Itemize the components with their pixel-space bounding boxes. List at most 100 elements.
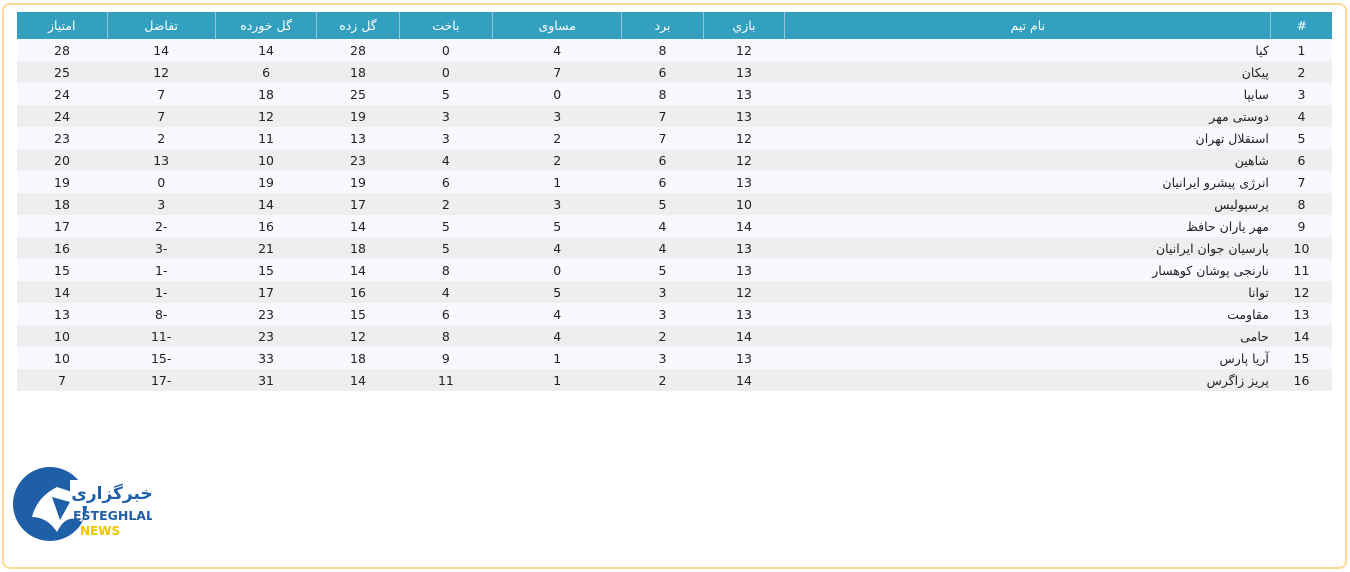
cell-points: 23 xyxy=(17,127,108,149)
cell-drawn: 3 xyxy=(492,105,622,127)
cell-rank: 2 xyxy=(1270,61,1332,83)
cell-lost: 4 xyxy=(399,149,493,171)
cell-rank: 7 xyxy=(1270,171,1332,193)
cell-goal-difference: 7 xyxy=(107,105,216,127)
cell-played: 13 xyxy=(703,347,785,369)
cell-rank: 15 xyxy=(1270,347,1332,369)
cell-goals-for: 13 xyxy=(316,127,400,149)
cell-goal-difference: 12 xyxy=(107,61,216,83)
cell-played: 12 xyxy=(703,39,785,61)
cell-points: 13 xyxy=(17,303,108,325)
cell-played: 14 xyxy=(703,215,785,237)
cell-goals-against: 17 xyxy=(215,281,317,303)
cell-goals-for: 15 xyxy=(316,303,400,325)
logo-persian-text: خبرگزاری xyxy=(71,483,152,504)
cell-goals-against: 15 xyxy=(215,259,317,281)
cell-won: 6 xyxy=(621,149,704,171)
cell-rank: 8 xyxy=(1270,193,1332,215)
header-drawn: مساوی xyxy=(492,12,622,39)
cell-goals-for: 12 xyxy=(316,325,400,347)
cell-goal-difference: 13 xyxy=(107,149,216,171)
cell-goals-against: 23 xyxy=(215,325,317,347)
cell-points: 15 xyxy=(17,259,108,281)
cell-goals-against: 10 xyxy=(215,149,317,171)
cell-points: 10 xyxy=(17,325,108,347)
cell-won: 4 xyxy=(621,215,704,237)
table-row: 6 شاهین 12 6 2 4 23 10 13 20 xyxy=(17,149,1332,171)
cell-drawn: 0 xyxy=(492,259,622,281)
cell-rank: 10 xyxy=(1270,237,1332,259)
cell-rank: 3 xyxy=(1270,83,1332,105)
table-row: 9 مهر یاران حافظ 14 4 5 5 14 16 -2 17 xyxy=(17,215,1332,237)
cell-team: پیکان xyxy=(784,61,1271,83)
cell-lost: 8 xyxy=(399,325,493,347)
cell-lost: 0 xyxy=(399,39,493,61)
cell-points: 19 xyxy=(17,171,108,193)
cell-drawn: 1 xyxy=(492,347,622,369)
cell-points: 25 xyxy=(17,61,108,83)
cell-lost: 9 xyxy=(399,347,493,369)
header-played: بازي xyxy=(702,12,785,39)
cell-team: انرژی پیشرو ایرانیان xyxy=(784,171,1271,193)
cell-won: 5 xyxy=(621,259,704,281)
header-rank: # xyxy=(1270,12,1332,39)
cell-rank: 6 xyxy=(1270,149,1332,171)
cell-goals-for: 14 xyxy=(316,215,400,237)
cell-goals-against: 33 xyxy=(215,347,317,369)
cell-goals-against: 16 xyxy=(215,215,317,237)
cell-goals-for: 18 xyxy=(316,61,400,83)
cell-goals-against: 14 xyxy=(215,193,317,215)
cell-goals-against: 31 xyxy=(215,369,317,391)
cell-goal-difference: -3 xyxy=(107,237,216,259)
cell-lost: 6 xyxy=(399,303,493,325)
cell-rank: 4 xyxy=(1270,105,1332,127)
header-lost: باخت xyxy=(398,12,493,39)
table-row: 5 استقلال تهران 12 7 2 3 13 11 2 23 xyxy=(17,127,1332,149)
cell-goal-difference: 14 xyxy=(107,39,216,61)
cell-goal-difference: 7 xyxy=(107,83,216,105)
cell-lost: 8 xyxy=(399,259,493,281)
cell-lost: 6 xyxy=(399,171,493,193)
cell-drawn: 7 xyxy=(492,61,622,83)
table-row: 14 حامی 14 2 4 8 12 23 -11 10 xyxy=(17,325,1332,347)
cell-drawn: 2 xyxy=(492,127,622,149)
cell-played: 13 xyxy=(703,237,785,259)
cell-played: 12 xyxy=(703,149,785,171)
table-row: 8 پرسپولیس 10 5 3 2 17 14 3 18 xyxy=(17,193,1332,215)
cell-points: 7 xyxy=(17,369,108,391)
cell-lost: 0 xyxy=(399,61,493,83)
cell-goals-for: 19 xyxy=(316,171,400,193)
cell-goals-for: 28 xyxy=(316,39,400,61)
table-row: 10 پارسیان جوان ایرانیان 13 4 4 5 18 21 -3 16 xyxy=(17,237,1332,259)
cell-drawn: 0 xyxy=(492,83,622,105)
cell-goals-for: 17 xyxy=(316,193,400,215)
cell-goals-for: 18 xyxy=(316,237,400,259)
cell-rank: 5 xyxy=(1270,127,1332,149)
cell-won: 3 xyxy=(621,281,704,303)
cell-drawn: 1 xyxy=(492,369,622,391)
cell-goals-for: 14 xyxy=(316,259,400,281)
cell-goals-for: 25 xyxy=(316,83,400,105)
cell-points: 24 xyxy=(17,83,108,105)
cell-played: 13 xyxy=(703,259,785,281)
cell-team: شاهین xyxy=(784,149,1271,171)
header-goals-against: گل خورده xyxy=(214,12,317,39)
cell-points: 28 xyxy=(17,39,108,61)
table-row: 2 پیکان 13 6 7 0 18 6 12 25 xyxy=(17,61,1332,83)
cell-points: 24 xyxy=(17,105,108,127)
cell-goals-against: 12 xyxy=(215,105,317,127)
cell-team: پارسیان جوان ایرانیان xyxy=(784,237,1271,259)
cell-won: 6 xyxy=(621,61,704,83)
cell-played: 10 xyxy=(703,193,785,215)
cell-rank: 11 xyxy=(1270,259,1332,281)
table-row: 4 دوستی مهر 13 7 3 3 19 12 7 24 xyxy=(17,105,1332,127)
cell-points: 16 xyxy=(17,237,108,259)
cell-played: 13 xyxy=(703,171,785,193)
cell-goals-against: 21 xyxy=(215,237,317,259)
cell-won: 8 xyxy=(621,39,704,61)
cell-goal-difference: -1 xyxy=(107,259,216,281)
cell-points: 17 xyxy=(17,215,108,237)
cell-goal-difference: -17 xyxy=(107,369,216,391)
cell-drawn: 4 xyxy=(492,303,622,325)
cell-won: 2 xyxy=(621,325,704,347)
